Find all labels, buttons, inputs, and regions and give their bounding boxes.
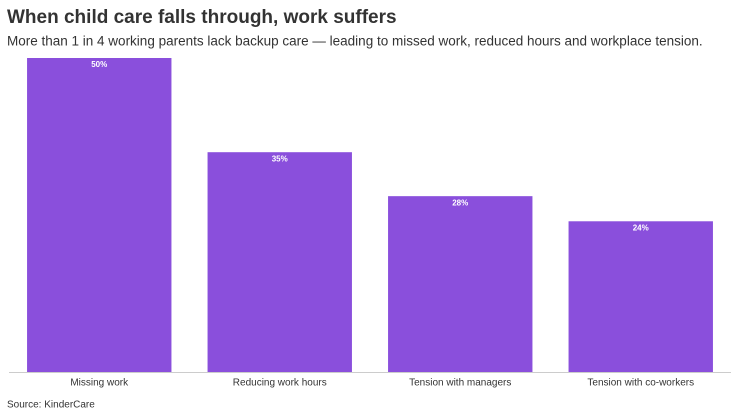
value-label: 50% <box>91 60 107 69</box>
value-label: 35% <box>272 154 288 163</box>
chart-title: When child care falls through, work suff… <box>7 7 397 28</box>
source: Source: KinderCare <box>7 400 95 411</box>
value-label: 28% <box>452 198 468 207</box>
x-tick-label: Missing work <box>70 378 129 389</box>
value-label: 24% <box>633 223 649 232</box>
x-tick-label: Tension with co-workers <box>587 378 694 389</box>
chart-subtitle: More than 1 in 4 working parents lack ba… <box>7 34 703 49</box>
x-tick-label: Reducing work hours <box>233 378 327 389</box>
bar <box>27 58 172 372</box>
x-tick-label: Tension with managers <box>409 378 511 389</box>
bar <box>568 221 713 372</box>
bar <box>207 152 352 372</box>
bar <box>388 196 533 372</box>
